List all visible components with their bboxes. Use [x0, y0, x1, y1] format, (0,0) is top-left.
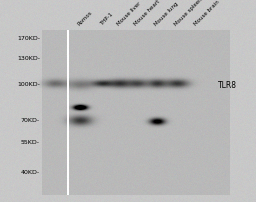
Text: Mouse brain: Mouse brain [194, 0, 221, 27]
Text: 100KD-: 100KD- [17, 82, 40, 87]
Text: Romos: Romos [77, 10, 93, 27]
Text: TLR8: TLR8 [218, 81, 237, 89]
Text: 70KD-: 70KD- [21, 118, 40, 122]
Text: Mouse liver: Mouse liver [116, 1, 142, 27]
Text: 55KD-: 55KD- [21, 140, 40, 144]
Text: Mouse spleen: Mouse spleen [174, 0, 204, 27]
Text: THP-1: THP-1 [100, 12, 114, 27]
Text: 40KD-: 40KD- [21, 169, 40, 175]
Text: Mouse heart: Mouse heart [133, 0, 161, 27]
Text: 130KD-: 130KD- [17, 56, 40, 61]
Text: 170KD-: 170KD- [17, 36, 40, 40]
Text: Mouse lung: Mouse lung [153, 1, 179, 27]
